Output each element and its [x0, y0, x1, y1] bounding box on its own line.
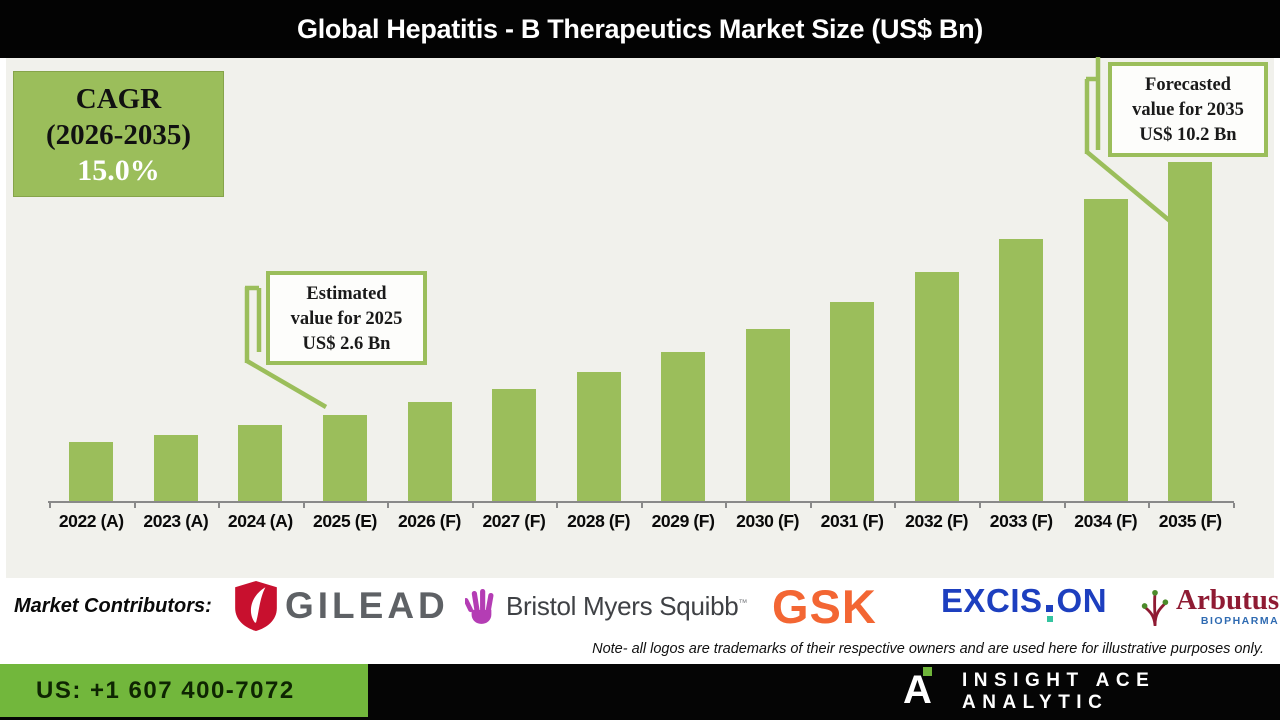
bar-2034 (F) — [1083, 199, 1128, 502]
x-axis-label: 2026 (F) — [397, 511, 461, 531]
forecasted-value: US$ 10.2 Bn — [1139, 125, 1237, 145]
axis-tick — [218, 503, 221, 508]
axis-tick — [1063, 503, 1066, 508]
forecasted-line1: Forecasted — [1145, 75, 1231, 95]
axis-tick — [133, 503, 136, 508]
bar-2029 (F) — [661, 352, 706, 502]
bar-2032 (F) — [914, 272, 959, 502]
page-title: Global Hepatitis - B Therapeutics Market… — [297, 13, 983, 44]
axis-tick — [1148, 503, 1150, 508]
x-axis-label: 2031 (F) — [820, 511, 884, 531]
x-axis-label: 2029 (F) — [651, 511, 715, 531]
phone-number: US: +1 607 400-7072 — [36, 676, 295, 704]
bar-2035 (F) — [1168, 162, 1213, 502]
x-axis-label: 2035 (F) — [1158, 511, 1222, 531]
estimated-line1: Estimated — [306, 284, 387, 304]
bar-2022 (A) — [69, 442, 114, 502]
x-axis-line — [48, 501, 1234, 503]
bar-2033 (F) — [999, 239, 1044, 502]
axis-tick — [894, 503, 897, 508]
axis-tick — [302, 503, 305, 508]
bar-2028 (F) — [576, 372, 621, 502]
axis-tick — [1232, 503, 1235, 508]
bar-2030 (F) — [745, 329, 790, 502]
excision-logo: EXCIS ON — [941, 578, 1107, 634]
insightace-logo: A — [901, 667, 951, 716]
bar-2027 (F) — [492, 389, 536, 502]
x-axis-label: 2025 (E) — [312, 511, 377, 531]
axis-tick — [979, 503, 981, 508]
axis-tick — [49, 503, 51, 508]
x-axis-label: 2023 (A) — [143, 511, 209, 531]
gilead-shield-icon — [235, 581, 277, 631]
bms-wordmark: Bristol Myers Squibb™ — [506, 591, 747, 622]
axis-tick — [809, 503, 812, 508]
estimated-line2: value for 2025 — [290, 309, 403, 329]
arbutus-wordmark: Arbutus BIOPHARMA — [1176, 585, 1279, 627]
arbutus-biopharma-label: BIOPHARMA — [1200, 615, 1280, 627]
bar-2023 (A) — [153, 435, 198, 502]
excision-wordmark: EXCIS ON — [941, 582, 1107, 630]
insightace-logo-dot-icon — [923, 667, 932, 676]
x-axis-label: 2024 (A) — [227, 511, 293, 531]
insightace-brand-name: INSIGHT ACE ANALYTIC — [962, 670, 1156, 713]
bms-hand-icon — [465, 589, 494, 624]
cagr-period: (2026-2035) — [46, 119, 191, 151]
x-axis-label: 2030 (F) — [736, 511, 800, 531]
x-axis-label: 2027 (F) — [482, 511, 546, 531]
bar-2025 (E) — [322, 415, 367, 502]
x-axis-label: 2033 (F) — [989, 511, 1053, 531]
axis-tick — [471, 503, 474, 508]
arbutus-tree-icon — [1141, 589, 1169, 626]
bms-trademark: ™ — [738, 596, 748, 607]
bms-name: Bristol Myers Squibb — [506, 590, 739, 621]
axis-tick — [725, 503, 728, 508]
market-contributors-label: Market Contributors: — [14, 594, 212, 617]
gilead-logo: GILEAD — [235, 578, 449, 634]
estimated-callout: Estimated value for 2025 US$ 2.6 Bn — [266, 271, 427, 365]
cagr-box: CAGR (2026-2035) 15.0% — [13, 71, 224, 197]
footer-bar: US: +1 607 400-7072 A INSIGHT ACE ANALYT… — [0, 664, 1280, 720]
arbutus-name: Arbutus — [1176, 584, 1280, 616]
bar-2031 (F) — [830, 302, 875, 502]
forecasted-line2: value for 2035 — [1132, 100, 1244, 120]
excision-part2: ON — [1056, 582, 1108, 619]
phone-box: US: +1 607 400-7072 — [0, 664, 368, 717]
bristol-myers-squibb-logo: Bristol Myers Squibb™ — [465, 578, 747, 634]
title-bar: Global Hepatitis - B Therapeutics Market… — [0, 0, 1280, 58]
gsk-wordmark: GSK — [772, 579, 877, 633]
cagr-value: 15.0% — [77, 154, 160, 187]
axis-tick — [556, 503, 559, 508]
x-axis-label: 2022 (A) — [58, 511, 124, 531]
cagr-label: CAGR — [75, 83, 162, 115]
estimated-value: US$ 2.6 Bn — [302, 334, 391, 354]
bar-2026 (F) — [407, 402, 452, 502]
forecasted-callout: Forecasted value for 2035 US$ 10.2 Bn — [1108, 62, 1268, 157]
x-axis-label: 2032 (F) — [905, 511, 969, 531]
gsk-logo: GSK — [772, 578, 877, 634]
excision-part1: EXCIS — [941, 582, 1043, 619]
bar-2024 (A) — [238, 425, 283, 502]
x-axis-label: 2028 (F) — [567, 511, 631, 531]
trademark-note: Note- all logos are trademarks of their … — [592, 641, 1264, 657]
gilead-wordmark: GILEAD — [285, 585, 449, 626]
axis-tick — [640, 503, 643, 508]
excision-dotted-i-icon — [1046, 605, 1054, 630]
x-axis-label: 2034 (F) — [1074, 511, 1138, 531]
arbutus-logo: Arbutus BIOPHARMA — [1138, 578, 1279, 634]
axis-tick — [387, 503, 390, 508]
